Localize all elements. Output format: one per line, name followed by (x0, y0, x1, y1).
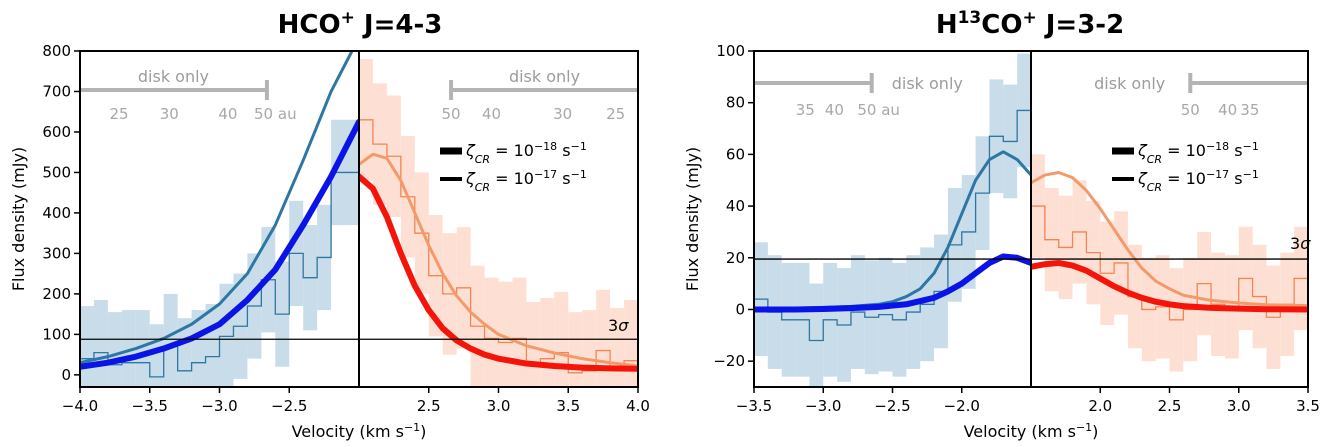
x-tick-label: −2.5 (874, 397, 910, 415)
model-line-zeta-1e-17 (359, 152, 638, 368)
x-tick-label: 3.0 (1227, 397, 1251, 415)
x-tick-label: −2.0 (944, 397, 980, 415)
x-tick-label: −4.0 (62, 397, 98, 415)
y-tick-label: 300 (42, 244, 71, 262)
legend-label: ζCR = 10−18 s−1 (465, 140, 587, 166)
error-band-bin (219, 283, 234, 387)
error-band-bin (121, 310, 136, 387)
y-tick-label: 80 (726, 94, 745, 112)
x-axis-label: Velocity (km s−1) (292, 421, 427, 442)
radius-tick-label: 40 (1218, 101, 1237, 119)
y-tick-label: 100 (42, 325, 71, 343)
radius-tick-label: 40 (482, 105, 501, 123)
radius-tick-label: 25 (606, 105, 625, 123)
y-tick-label: 0 (61, 366, 71, 384)
y-axis-label: Flux density (mJy) (9, 147, 28, 291)
y-tick-label: 40 (726, 197, 745, 215)
radius-tick-label: 30 (553, 105, 572, 123)
radius-tick-label: 40 (825, 101, 844, 119)
error-band-bin (163, 293, 178, 387)
x-axis-label: Velocity (km s−1) (964, 421, 1099, 442)
disk-only-label: disk only (509, 67, 580, 86)
error-band-bin (191, 310, 206, 387)
chart-title-hco: HCO+ J=4-3 (278, 8, 443, 40)
radius-tick-label: 25 (110, 105, 129, 123)
error-band-bin (107, 312, 122, 387)
y-axis-label: Flux density (mJy) (683, 147, 702, 291)
disk-only-label: disk only (892, 74, 963, 93)
disk-only-label: disk only (138, 67, 209, 86)
x-tick-label: 3.0 (487, 397, 511, 415)
red-panel-plot (359, 59, 638, 387)
y-tick-label: 800 (42, 42, 71, 60)
model-line-zeta-1e-18 (80, 118, 359, 370)
x-tick-label: 2.5 (417, 397, 441, 415)
y-tick-label: 20 (726, 249, 745, 267)
chart-title-h13co: H13CO+ J=3-2 (936, 8, 1124, 40)
x-tick-label: 4.0 (626, 397, 650, 415)
blue-panel-plot (80, 51, 359, 387)
x-tick-label: 2.5 (1158, 397, 1182, 415)
model-line-zeta-1e-17 (80, 51, 354, 365)
title-text: HCO+ J=4-3 (278, 8, 443, 40)
x-tick-label: 2.0 (1088, 397, 1112, 415)
y-tick-label: 400 (42, 204, 71, 222)
error-band-bin (135, 310, 150, 387)
red-panel-plot (1031, 154, 1308, 372)
legend-label: ζCR = 10−17 s−1 (465, 168, 587, 194)
y-tick-label: 100 (716, 42, 745, 60)
y-tick-label: 60 (726, 145, 745, 163)
y-tick-label: 500 (42, 163, 71, 181)
radius-tick-label: 30 (160, 105, 179, 123)
x-tick-label: −3.5 (132, 397, 168, 415)
radius-tick-label: 50 (1181, 101, 1200, 119)
error-band (80, 119, 359, 387)
blue-panel-plot (754, 53, 1031, 387)
x-tick-label: 3.5 (556, 397, 580, 415)
data-histogram (1031, 205, 1308, 321)
error-band-bin (177, 318, 192, 387)
model-line-zeta-1e-18 (754, 253, 1031, 313)
y-tick-label: 0 (735, 300, 745, 318)
radius-tick-label: 35 (796, 101, 815, 119)
radius-tick-label: 50 au (254, 105, 297, 123)
y-tick-label: 200 (42, 285, 71, 303)
x-tick-label: −3.0 (805, 397, 841, 415)
title-text: H13CO+ J=3-2 (936, 8, 1124, 40)
x-tick-label: −3.0 (201, 397, 237, 415)
y-tick-label: 700 (42, 82, 71, 100)
three-sigma-label: 3σ (1290, 234, 1311, 253)
data-histogram (754, 109, 1031, 342)
x-tick-label: −2.5 (271, 397, 307, 415)
y-tick-label: 600 (42, 123, 71, 141)
disk-only-label: disk only (1094, 74, 1165, 93)
radius-tick-label: 35 (1240, 101, 1259, 119)
x-tick-label: −3.5 (736, 397, 772, 415)
y-tick-label: −20 (713, 352, 745, 370)
model-line-zeta-1e-18 (1031, 259, 1308, 313)
three-sigma-label: 3σ (608, 316, 629, 335)
radius-tick-label: 50 au (857, 101, 900, 119)
x-tick-label: 3.5 (1296, 397, 1320, 415)
legend-label: ζCR = 10−18 s−1 (1137, 140, 1259, 166)
model-line-zeta-1e-18 (359, 173, 638, 372)
data-histogram (80, 171, 359, 378)
radius-tick-label: 40 (218, 105, 237, 123)
legend-label: ζCR = 10−17 s−1 (1137, 168, 1259, 194)
radius-tick-label: 50 (442, 105, 461, 123)
